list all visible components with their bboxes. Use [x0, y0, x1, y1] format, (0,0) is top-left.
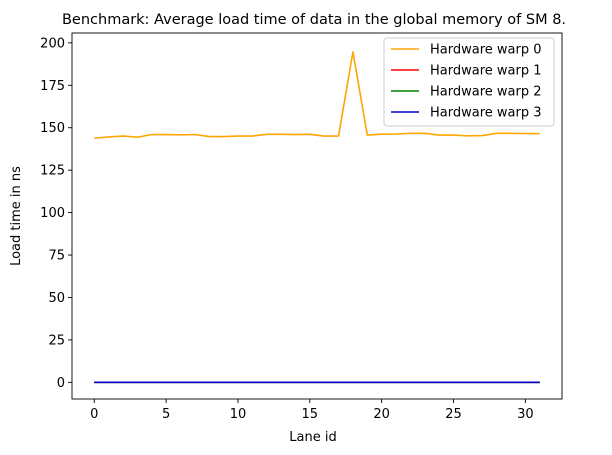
legend-label-warp-1: Hardware warp 1	[430, 64, 542, 79]
y-axis-label: Load time in ns	[9, 166, 24, 266]
y-tick-label: 0	[57, 376, 65, 391]
legend-label-warp-3: Hardware warp 3	[430, 106, 542, 121]
legend: Hardware warp 0 Hardware warp 1 Hardware w…	[383, 37, 555, 127]
x-tick-label: 30	[517, 407, 534, 422]
y-axis-ticks: 0 25 50 75 100 125 150 175 200	[40, 36, 72, 391]
y-tick-label: 50	[48, 291, 65, 306]
y-tick-label: 125	[40, 164, 65, 179]
x-tick-label: 15	[302, 407, 319, 422]
plot-frame	[71, 32, 563, 400]
chart-title: Benchmark: Average load time of data in …	[62, 12, 566, 28]
y-tick-label: 150	[40, 121, 65, 136]
x-tick-label: 20	[373, 407, 390, 422]
y-tick-label: 200	[40, 36, 65, 51]
legend-label-warp-2: Hardware warp 2	[430, 85, 542, 100]
x-axis-label: Lane id	[289, 430, 336, 445]
x-tick-label: 10	[230, 407, 247, 422]
y-tick-label: 100	[40, 206, 65, 221]
x-tick-label: 25	[445, 407, 462, 422]
y-tick-label: 175	[40, 79, 65, 94]
x-axis-ticks: 0 5 10 15 20 25 30	[90, 399, 534, 422]
series-layer	[94, 51, 540, 384]
series-line-warp-0	[94, 51, 540, 140]
y-tick-label: 25	[48, 333, 65, 348]
x-tick-label: 5	[162, 407, 170, 422]
x-tick-label: 0	[90, 407, 98, 422]
legend-label-warp-0: Hardware warp 0	[430, 43, 542, 58]
y-tick-label: 75	[48, 249, 65, 264]
legend-box	[383, 37, 555, 127]
